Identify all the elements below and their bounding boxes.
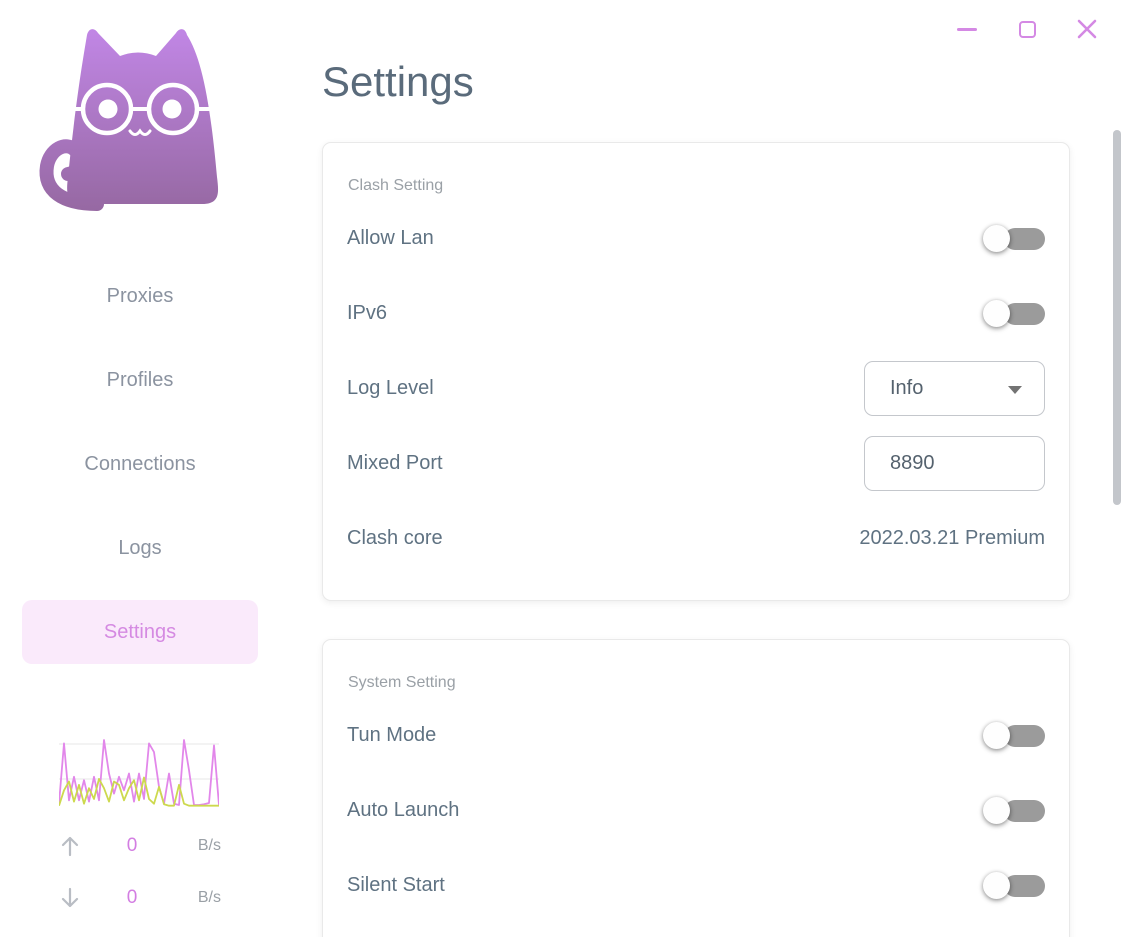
window-controls [918, 16, 1098, 42]
card-title: Clash Setting [348, 177, 444, 195]
toggle-track [1004, 725, 1045, 748]
chevron-down-icon [1008, 386, 1022, 395]
sidebar-item-label: Settings [103, 620, 177, 643]
traffic-chart [59, 739, 219, 807]
upload-speed-unit: B/s [197, 837, 221, 854]
mixed-port-row: Mixed Port [347, 426, 1045, 501]
silent-start-label: Silent Start [347, 874, 445, 897]
ipv6-toggle[interactable] [983, 300, 1045, 328]
page-title: Settings [322, 58, 474, 105]
mixed-port-input[interactable] [864, 436, 1045, 492]
sidebar-item-label: Connections [84, 452, 196, 475]
toggle-track [1004, 875, 1045, 898]
sidebar-item-label: Proxies [106, 284, 174, 307]
sidebar-item-logs[interactable]: Logs [22, 516, 258, 580]
toggle-thumb [983, 300, 1010, 328]
sidebar-item-label: Profiles [106, 368, 174, 391]
clash-core-label: Clash core [347, 527, 443, 550]
ipv6-label: IPv6 [347, 302, 388, 325]
clash-cat-logo-icon [39, 29, 219, 211]
clash-core-row: Clash core 2022.03.21 Premium [347, 501, 1045, 576]
minimize-button[interactable] [956, 16, 978, 42]
traffic-panel: 0 B/s 0 B/s [59, 734, 221, 910]
toggle-thumb [983, 872, 1010, 900]
sidebar-item-proxies[interactable]: Proxies [22, 264, 258, 328]
upload-speed-value: 0 [126, 835, 138, 856]
tun-mode-label: Tun Mode [347, 724, 437, 747]
maximize-button[interactable] [1016, 16, 1038, 42]
silent-start-toggle[interactable] [983, 872, 1045, 900]
mixed-port-label: Mixed Port [347, 452, 443, 475]
minimize-icon [957, 27, 977, 31]
system-setting-card: System Setting Tun Mode Auto Launch Sile… [322, 639, 1070, 937]
traffic-upload-row: 0 B/s [59, 834, 221, 858]
clash-core-version: 2022.03.21 Premium [859, 527, 1045, 550]
log-level-row: Log Level Info [347, 351, 1045, 426]
sidebar-nav: Proxies Profiles Connections Logs Settin… [0, 264, 280, 684]
toggle-thumb [983, 797, 1010, 825]
sidebar-item-settings[interactable]: Settings [22, 600, 258, 664]
sidebar: Proxies Profiles Connections Logs Settin… [0, 0, 280, 937]
toggle-thumb [983, 722, 1010, 750]
close-icon [1077, 19, 1097, 39]
log-level-select[interactable]: Info [864, 361, 1045, 417]
allow-lan-row: Allow Lan [347, 201, 1045, 276]
maximize-icon [1018, 20, 1036, 38]
allow-lan-toggle[interactable] [983, 225, 1045, 253]
ipv6-row: IPv6 [347, 276, 1045, 351]
toggle-track [1004, 228, 1045, 251]
sidebar-item-profiles[interactable]: Profiles [22, 348, 258, 412]
log-level-selected-value: Info [890, 377, 924, 400]
close-button[interactable] [1076, 16, 1098, 42]
auto-launch-toggle[interactable] [983, 797, 1045, 825]
sidebar-item-connections[interactable]: Connections [22, 432, 258, 496]
card-title: System Setting [348, 674, 456, 692]
auto-launch-row: Auto Launch [347, 773, 1045, 848]
toggle-track [1004, 303, 1045, 326]
tun-mode-toggle[interactable] [983, 722, 1045, 750]
allow-lan-label: Allow Lan [347, 227, 434, 250]
toggle-track [1004, 800, 1045, 823]
arrow-up-icon [61, 836, 79, 857]
auto-launch-label: Auto Launch [347, 799, 460, 822]
sidebar-item-label: Logs [118, 536, 162, 559]
clash-setting-card: Clash Setting Allow Lan IPv6 Log Level [322, 142, 1070, 602]
log-level-label: Log Level [347, 377, 434, 400]
traffic-download-row: 0 B/s [59, 886, 221, 910]
arrow-down-icon [61, 887, 79, 908]
silent-start-row: Silent Start [347, 848, 1045, 923]
toggle-thumb [983, 225, 1010, 253]
download-speed-unit: B/s [197, 889, 221, 906]
vertical-scrollbar-thumb[interactable] [1113, 130, 1121, 505]
main-content: Settings Clash Setting Allow Lan IPv6 Lo… [280, 0, 1124, 937]
tun-mode-row: Tun Mode [347, 698, 1045, 773]
download-speed-value: 0 [126, 887, 138, 908]
